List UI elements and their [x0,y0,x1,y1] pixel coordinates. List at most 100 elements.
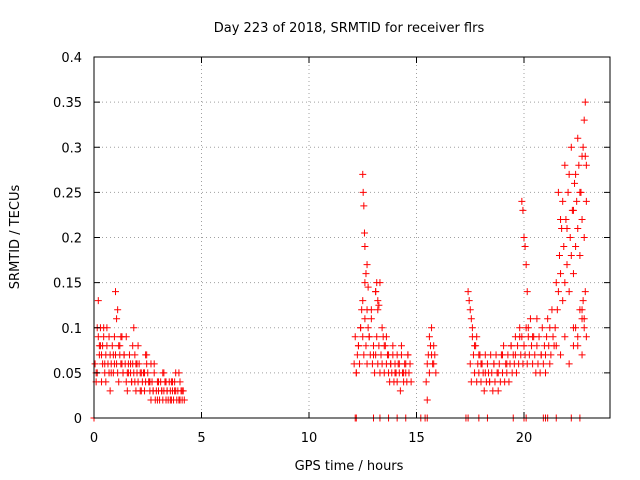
data-point [535,333,543,341]
data-point [537,351,545,359]
data-point [171,387,179,395]
data-point [367,315,375,323]
data-point [511,351,519,359]
data-point [569,206,577,214]
data-point [112,288,119,296]
y-tick-label: 0.05 [53,367,82,382]
data-point [176,378,184,386]
data-point [486,378,494,386]
data-point [579,297,587,305]
data-point [359,188,367,196]
data-point [155,378,162,386]
data-point [361,243,369,251]
data-point [357,324,365,332]
data-point [382,333,390,341]
data-point [542,369,549,377]
data-point [136,387,144,395]
data-point [425,369,433,377]
data-point [352,369,360,377]
data-point [400,369,408,377]
data-point [559,297,567,305]
data-point [395,360,403,368]
data-point [108,342,116,350]
data-point [580,324,588,332]
data-point [166,396,174,404]
data-point [370,351,377,359]
data-point [432,369,440,377]
data-point [471,342,479,350]
x-tick-label: 15 [408,431,425,446]
data-point [580,234,588,241]
data-point [503,360,511,368]
data-point [582,197,590,205]
data-point [538,324,546,332]
data-point [153,396,161,404]
data-point [567,143,575,151]
data-point [120,351,128,359]
data-point [364,283,372,291]
data-point [466,360,474,368]
data-point [565,288,573,296]
data-point [353,351,361,359]
y-axis-label: SRMTID / TECUs [8,185,23,290]
data-point [373,333,381,341]
data-point [374,306,382,314]
data-point [522,261,530,269]
data-point [581,98,589,106]
x-tick-label: 0 [90,431,98,446]
x-tick-label: 20 [516,431,533,446]
data-point [575,161,583,169]
data-point [130,324,138,332]
data-point [481,369,489,377]
data-point [531,351,539,359]
data-point [123,387,131,395]
data-point [516,333,524,341]
data-point [563,224,571,232]
data-point [362,342,370,350]
data-point [533,315,541,323]
data-point [466,306,474,314]
data-point [494,369,502,377]
data-point [490,360,498,368]
data-point [574,224,582,232]
data-point [565,170,573,178]
data-point [178,387,186,395]
data-point [168,378,176,386]
data-point [524,324,532,332]
data-point [505,378,513,386]
data-point [518,197,526,205]
data-point [544,315,552,323]
data-point [563,261,571,269]
data-point [361,315,369,323]
data-point [579,143,587,151]
data-point [473,333,481,341]
data-point [569,270,577,278]
data-point [526,315,534,323]
data-point [147,360,155,368]
data-point [552,342,560,350]
data-point [578,215,586,223]
data-point [117,333,125,341]
data-point [554,188,562,196]
data-point [554,288,562,296]
data-point [362,270,370,278]
data-points-layer [90,98,590,422]
data-point [468,324,476,332]
data-point [529,333,537,341]
data-point [430,342,438,350]
data-point [580,315,588,323]
data-point [364,324,372,332]
data-point [467,315,475,323]
data-point [565,360,573,368]
data-point [380,342,388,350]
data-point [143,351,151,359]
data-point [359,333,367,341]
data-point [359,297,367,305]
data-point [566,234,574,241]
data-point [372,288,380,296]
data-point [363,306,371,314]
data-point [578,306,586,314]
data-point [520,342,528,350]
data-point [95,342,103,350]
